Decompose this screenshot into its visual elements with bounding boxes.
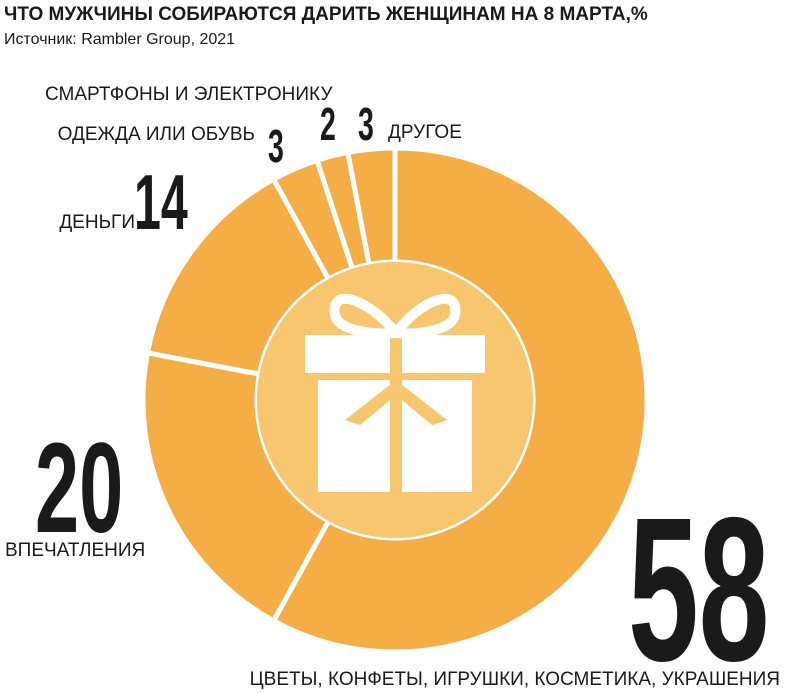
value-label: 58: [628, 476, 769, 693]
category-label: ЦВЕТЫ, КОНФЕТЫ, ИГРУШКИ, КОСМЕТИКА, УКРА…: [250, 669, 780, 690]
category-label: ВПЕЧАТЛЕНИЯ: [5, 540, 145, 561]
gift-icon: [305, 293, 485, 492]
value-label: 3: [268, 121, 284, 173]
value-label: 14: [134, 158, 188, 246]
category-label: ДРУГОЕ: [388, 122, 462, 143]
category-label: ОДЕЖДА ИЛИ ОБУВЬ: [58, 124, 255, 145]
category-label: ДЕНЬГИ: [59, 212, 135, 233]
value-label: 2: [320, 99, 336, 151]
category-label: СМАРТФОНЫ И ЭЛЕКТРОНИКУ: [45, 84, 333, 105]
value-label: 3: [358, 99, 374, 151]
chart-subtitle: Источник: Rambler Group, 2021: [4, 31, 235, 48]
donut: [140, 145, 650, 655]
chart-title: ЧТО МУЖЧИНЫ СОБИРАЮТСЯ ДАРИТЬ ЖЕНЩИНАМ Н…: [4, 4, 648, 25]
value-label: 20: [35, 417, 123, 560]
